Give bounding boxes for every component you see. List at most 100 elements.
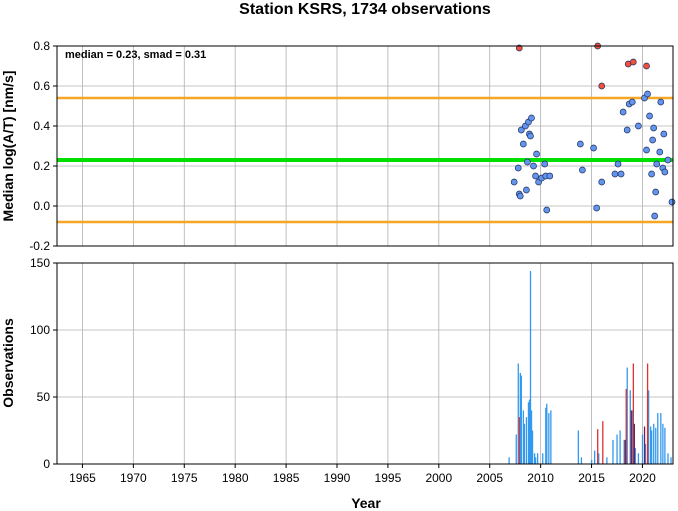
histogram-bar	[550, 410, 552, 464]
histogram-bar	[590, 459, 593, 464]
top-y-ticks: -0.2 0.0 0.2 0.4 0.6 0.8	[29, 39, 57, 253]
bottom-panel: 0 50 100 150 1965 1970 1975 1980 1985 1990 1995 20…	[0, 256, 674, 511]
scatter-point	[660, 130, 668, 138]
histogram-bar	[631, 410, 633, 464]
scatter-point	[524, 158, 531, 166]
top-panel: -0.2 0.0 0.2 0.4 0.6 0.8 median = 0.23, smad …	[0, 39, 676, 253]
top-plot-frame	[56, 45, 674, 247]
histogram-bar	[623, 439, 625, 464]
scatter-point	[528, 114, 535, 122]
scatter-point	[617, 170, 625, 178]
x-tick-label: 2020	[629, 471, 656, 485]
scatter-point	[644, 90, 651, 98]
histogram-bar	[644, 443, 647, 464]
scatter-point	[533, 150, 540, 158]
histogram-bar	[531, 430, 534, 464]
x-tick-label: 1980	[222, 471, 249, 485]
outlier-point	[629, 58, 637, 66]
scatter-point	[614, 160, 622, 168]
scatter-point	[649, 136, 656, 144]
scatter-point	[643, 146, 650, 154]
scatter-point	[651, 212, 659, 220]
x-tick-label: 1970	[120, 471, 147, 485]
histogram-bar	[632, 363, 634, 464]
x-tick-label: 1985	[273, 471, 300, 485]
histogram-bar	[529, 271, 532, 464]
histogram-bar	[633, 423, 636, 464]
x-tick-label: 2000	[425, 471, 452, 485]
histogram-bar	[542, 453, 544, 464]
histogram-bar	[518, 417, 520, 464]
scatter-point	[656, 148, 664, 156]
top-y-tick-label: -0.2	[29, 239, 50, 253]
scatter-point	[611, 170, 619, 178]
x-tick-label: 2005	[476, 471, 503, 485]
scatter-point	[646, 112, 653, 120]
x-ticks: 1965 1970 1975 1980 1985 1990 1995 2000 2005 2010…	[69, 464, 656, 485]
reference-lines	[57, 96, 673, 224]
scatter-point	[576, 140, 584, 148]
bottom-y-axis-label: Observations	[0, 318, 16, 408]
scatter-point	[668, 198, 676, 206]
scatter-point	[523, 186, 530, 194]
histogram-bar	[536, 453, 539, 464]
histogram-bar	[594, 450, 596, 464]
histogram-bar	[528, 399, 531, 464]
scatter-point	[510, 178, 518, 186]
top-y-tick-label: 0.0	[33, 199, 50, 213]
scatter-point	[664, 156, 672, 164]
outlier-point	[643, 62, 650, 70]
scatter-point	[541, 160, 549, 168]
scatter-point	[532, 172, 539, 180]
histogram-bar	[637, 453, 640, 464]
scatter-point	[598, 178, 606, 186]
scatter-point	[623, 126, 631, 134]
scatter-point	[546, 172, 554, 180]
scatter-point	[517, 126, 525, 134]
histogram-bar	[653, 423, 655, 464]
scatter-point	[650, 124, 658, 132]
bottom-grid	[57, 262, 673, 465]
histogram-bar	[577, 430, 580, 464]
bottom-y-tick-label: 150	[30, 256, 50, 270]
scatter-point	[653, 160, 661, 168]
histogram-bar	[597, 429, 599, 464]
scatter-point	[648, 170, 655, 178]
histogram-bar	[662, 423, 664, 464]
outlier-point	[598, 82, 606, 90]
top-y-tick-label: 0.2	[33, 159, 50, 173]
histogram-bar	[643, 426, 646, 464]
histogram-bar	[515, 434, 517, 464]
histogram-bar	[655, 427, 657, 464]
scatter-point	[519, 140, 527, 148]
scatter-point	[635, 122, 642, 130]
histogram-bar	[545, 407, 547, 464]
scatter-points	[510, 42, 676, 220]
bottom-y-ticks: 0 50 100 150	[30, 256, 57, 471]
histogram-bar	[616, 434, 618, 464]
x-tick-label: 1965	[69, 471, 96, 485]
histogram-bar	[667, 453, 669, 464]
x-axis-label: Year	[351, 495, 381, 511]
x-tick-label: 1990	[324, 471, 351, 485]
histogram-bar	[533, 453, 536, 464]
histogram-bar	[522, 410, 525, 464]
scatter-point	[530, 162, 537, 170]
histogram-bar	[647, 390, 650, 464]
scatter-point	[593, 204, 600, 212]
scatter-point	[514, 164, 522, 172]
bottom-y-tick-label: 100	[30, 323, 50, 337]
scatter-point	[657, 98, 665, 106]
histogram-bar	[651, 430, 653, 464]
histogram-bar	[612, 439, 614, 464]
scatter-point	[619, 108, 627, 116]
histogram-bar	[523, 423, 526, 464]
scatter-point	[579, 166, 586, 174]
chart-title: Station KSRS, 1734 observations	[239, 1, 491, 18]
top-y-tick-label: 0.4	[33, 119, 50, 133]
histogram-bar	[527, 402, 530, 464]
scatter-point	[628, 98, 636, 106]
histogram-bar	[525, 417, 528, 464]
histogram-bar	[664, 427, 666, 464]
histogram-bar	[670, 457, 672, 464]
